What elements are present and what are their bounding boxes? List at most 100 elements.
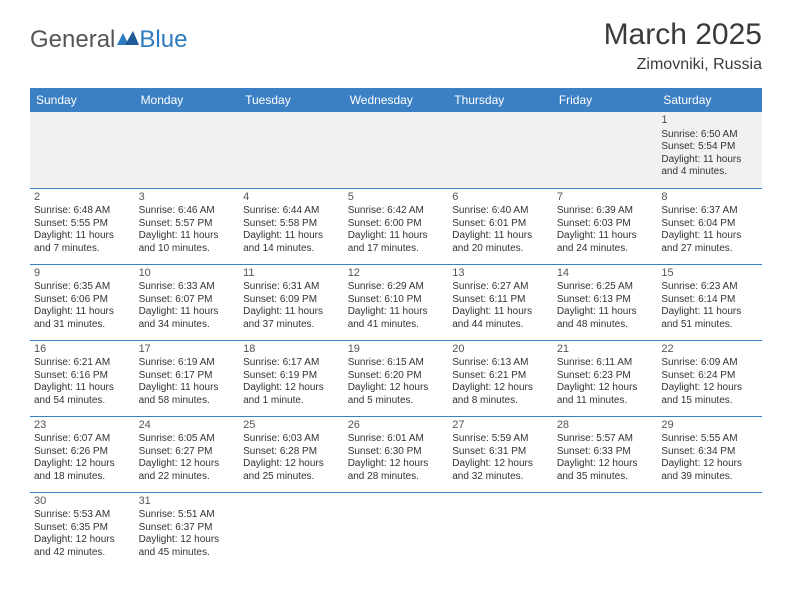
day-number: 26 — [348, 419, 445, 433]
cell-line: Sunrise: 5:53 AM — [34, 509, 131, 522]
cell-line: Daylight: 11 hours — [243, 230, 340, 243]
day-number: 17 — [139, 343, 236, 357]
calendar-cell: 12Sunrise: 6:29 AMSunset: 6:10 PMDayligh… — [344, 264, 449, 340]
location-label: Zimovniki, Russia — [604, 56, 762, 74]
day-number: 10 — [139, 267, 236, 281]
cell-line: and 20 minutes. — [452, 243, 549, 256]
calendar-cell: 1Sunrise: 6:50 AMSunset: 5:54 PMDaylight… — [657, 112, 762, 188]
cell-line: and 11 minutes. — [557, 395, 654, 408]
cell-line: Sunrise: 6:42 AM — [348, 205, 445, 218]
cell-line: Daylight: 12 hours — [243, 458, 340, 471]
cell-line: Sunrise: 6:29 AM — [348, 281, 445, 294]
calendar-cell: 3Sunrise: 6:46 AMSunset: 5:57 PMDaylight… — [135, 188, 240, 264]
cell-line: Sunset: 6:35 PM — [34, 522, 131, 535]
month-title: March 2025 — [604, 18, 762, 52]
day-number: 6 — [452, 191, 549, 205]
calendar-table: SundayMondayTuesdayWednesdayThursdayFrid… — [30, 88, 762, 568]
cell-line: and 35 minutes. — [557, 471, 654, 484]
cell-line: Sunset: 6:31 PM — [452, 446, 549, 459]
day-number: 1 — [661, 114, 758, 128]
cell-line: Daylight: 11 hours — [139, 230, 236, 243]
day-number: 20 — [452, 343, 549, 357]
cell-line: Sunrise: 6:17 AM — [243, 357, 340, 370]
cell-line: Sunrise: 6:44 AM — [243, 205, 340, 218]
cell-line: Daylight: 11 hours — [661, 154, 758, 167]
calendar-cell — [553, 112, 658, 188]
cell-line: Sunrise: 6:19 AM — [139, 357, 236, 370]
calendar-cell: 18Sunrise: 6:17 AMSunset: 6:19 PMDayligh… — [239, 340, 344, 416]
cell-line: Sunrise: 5:57 AM — [557, 433, 654, 446]
day-number: 16 — [34, 343, 131, 357]
cell-line: Sunset: 6:23 PM — [557, 370, 654, 383]
calendar-cell — [239, 492, 344, 568]
cell-line: Sunset: 6:30 PM — [348, 446, 445, 459]
cell-line: Sunset: 6:00 PM — [348, 218, 445, 231]
cell-line: Sunrise: 6:48 AM — [34, 205, 131, 218]
calendar-body: 1Sunrise: 6:50 AMSunset: 5:54 PMDaylight… — [30, 112, 762, 568]
day-header-row: SundayMondayTuesdayWednesdayThursdayFrid… — [30, 88, 762, 112]
cell-line: and 10 minutes. — [139, 243, 236, 256]
day-number: 5 — [348, 191, 445, 205]
cell-line: Sunrise: 6:50 AM — [661, 129, 758, 142]
cell-line: and 37 minutes. — [243, 319, 340, 332]
calendar-row: 23Sunrise: 6:07 AMSunset: 6:26 PMDayligh… — [30, 416, 762, 492]
cell-line: Daylight: 11 hours — [139, 382, 236, 395]
calendar-cell: 21Sunrise: 6:11 AMSunset: 6:23 PMDayligh… — [553, 340, 658, 416]
cell-line: Daylight: 11 hours — [243, 306, 340, 319]
day-number: 12 — [348, 267, 445, 281]
day-number: 8 — [661, 191, 758, 205]
cell-line: Sunrise: 6:37 AM — [661, 205, 758, 218]
cell-line: Daylight: 12 hours — [348, 458, 445, 471]
cell-line: and 15 minutes. — [661, 395, 758, 408]
cell-line: Sunset: 5:54 PM — [661, 141, 758, 154]
calendar-cell: 15Sunrise: 6:23 AMSunset: 6:14 PMDayligh… — [657, 264, 762, 340]
title-block: March 2025 Zimovniki, Russia — [604, 18, 762, 74]
day-number: 21 — [557, 343, 654, 357]
cell-line: Sunrise: 5:55 AM — [661, 433, 758, 446]
day-number: 4 — [243, 191, 340, 205]
cell-line: Sunrise: 5:59 AM — [452, 433, 549, 446]
cell-line: Sunset: 5:55 PM — [34, 218, 131, 231]
cell-line: Sunset: 6:14 PM — [661, 294, 758, 307]
cell-line: Daylight: 12 hours — [139, 534, 236, 547]
cell-line: Sunrise: 6:39 AM — [557, 205, 654, 218]
cell-line: Daylight: 11 hours — [661, 230, 758, 243]
day-number: 9 — [34, 267, 131, 281]
day-number: 25 — [243, 419, 340, 433]
calendar-cell: 17Sunrise: 6:19 AMSunset: 6:17 PMDayligh… — [135, 340, 240, 416]
cell-line: and 51 minutes. — [661, 319, 758, 332]
cell-line: Sunset: 6:03 PM — [557, 218, 654, 231]
cell-line: and 41 minutes. — [348, 319, 445, 332]
cell-line: Sunset: 6:06 PM — [34, 294, 131, 307]
cell-line: and 25 minutes. — [243, 471, 340, 484]
cell-line: Daylight: 11 hours — [348, 230, 445, 243]
calendar-row: 30Sunrise: 5:53 AMSunset: 6:35 PM Dayligh… — [30, 492, 762, 568]
calendar-cell — [448, 492, 553, 568]
cell-line: Daylight: 11 hours — [34, 306, 131, 319]
cell-line: Daylight: 12 hours — [348, 382, 445, 395]
cell-line: Sunrise: 6:23 AM — [661, 281, 758, 294]
calendar-cell: 28Sunrise: 5:57 AMSunset: 6:33 PMDayligh… — [553, 416, 658, 492]
cell-line: Sunrise: 6:25 AM — [557, 281, 654, 294]
cell-line: and 28 minutes. — [348, 471, 445, 484]
day-number: 2 — [34, 191, 131, 205]
cell-line: Sunset: 5:57 PM — [139, 218, 236, 231]
cell-line: Daylight: 12 hours — [243, 382, 340, 395]
cell-line: Sunset: 6:20 PM — [348, 370, 445, 383]
cell-line: Sunrise: 6:15 AM — [348, 357, 445, 370]
day-number: 31 — [139, 495, 236, 509]
day-header: Tuesday — [239, 88, 344, 112]
day-header: Sunday — [30, 88, 135, 112]
cell-line: Sunrise: 6:01 AM — [348, 433, 445, 446]
cell-line: and 4 minutes. — [661, 166, 758, 179]
cell-line: Sunset: 6:01 PM — [452, 218, 549, 231]
calendar-cell: 31Sunrise: 5:51 AMSunset: 6:37 PMDayligh… — [135, 492, 240, 568]
cell-line: Sunrise: 6:35 AM — [34, 281, 131, 294]
cell-line: Sunset: 6:10 PM — [348, 294, 445, 307]
cell-line: Sunrise: 6:46 AM — [139, 205, 236, 218]
day-number: 30 — [34, 495, 131, 509]
calendar-cell: 25Sunrise: 6:03 AMSunset: 6:28 PMDayligh… — [239, 416, 344, 492]
day-number: 23 — [34, 419, 131, 433]
calendar-cell: 27Sunrise: 5:59 AMSunset: 6:31 PMDayligh… — [448, 416, 553, 492]
cell-line: Daylight: 12 hours — [661, 458, 758, 471]
